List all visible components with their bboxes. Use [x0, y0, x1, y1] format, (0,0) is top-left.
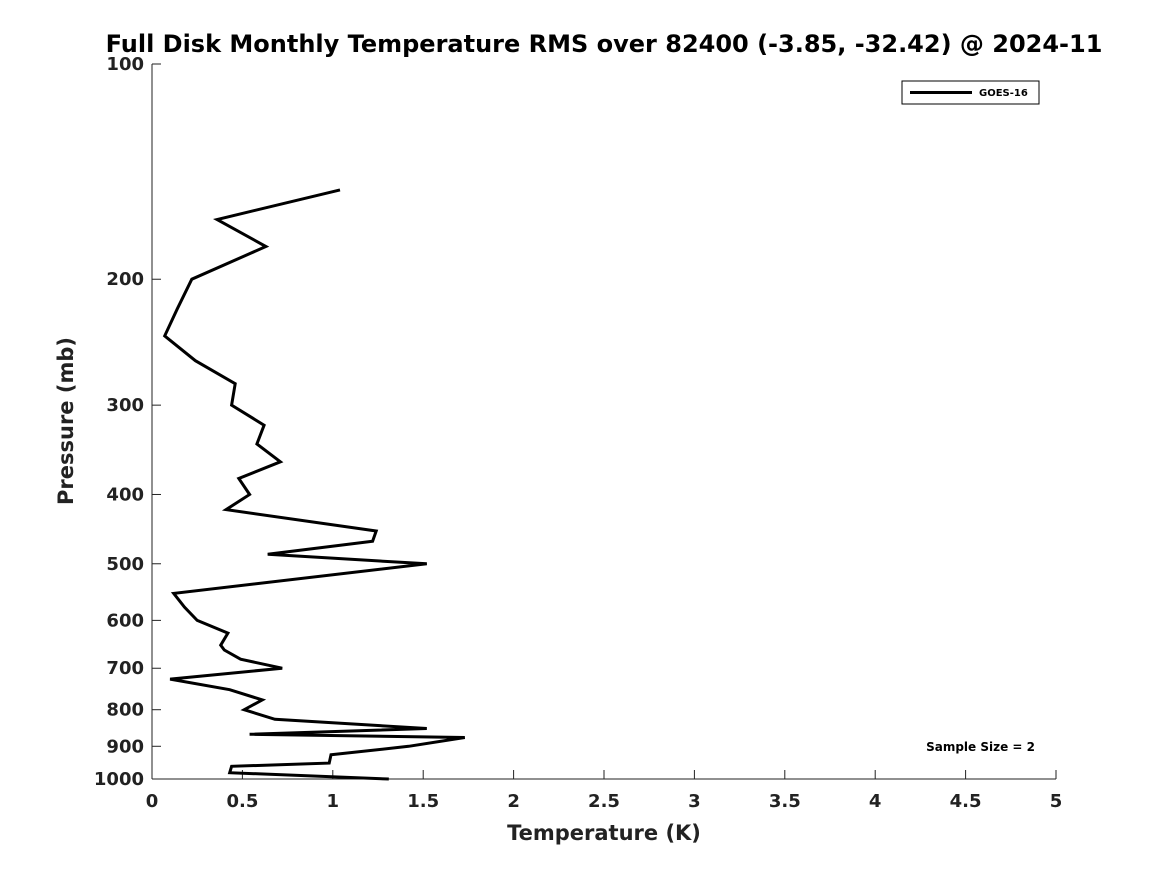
y-axis-label: Pressure (mb) [54, 337, 78, 505]
x-tick-label: 3 [688, 791, 701, 812]
y-tick-label: 600 [106, 610, 144, 631]
y-ticks: 100 200 300 400 500 600 700 800 900 1000 [94, 54, 161, 790]
y-tick-label: 500 [106, 554, 144, 575]
y-tick-label: 1000 [94, 769, 144, 790]
legend: GOES-16 [901, 80, 1040, 105]
y-tick-label: 900 [106, 736, 144, 757]
x-tick-label: 4 [869, 791, 882, 812]
x-tick-label: 1 [327, 791, 340, 812]
y-tick-label: 200 [106, 269, 144, 290]
sample-size-annotation: Sample Size = 2 [926, 740, 1035, 754]
legend-label: GOES-16 [979, 88, 1028, 99]
x-tick-label: 3.5 [769, 791, 801, 812]
x-tick-label: 2 [507, 791, 520, 812]
x-tick-label: 2.5 [588, 791, 620, 812]
y-tick-label: 100 [106, 54, 144, 75]
y-tick-label: 400 [106, 484, 144, 505]
y-tick-label: 300 [106, 395, 144, 416]
plot-area: 0 0.5 1 1.5 2 2.5 3 3.5 4 4.5 5 100 200 300 400 500 600… [94, 54, 1062, 812]
x-tick-label: 1.5 [407, 791, 439, 812]
y-tick-label: 700 [106, 658, 144, 679]
y-tick-label: 800 [106, 700, 144, 721]
x-tick-label: 0.5 [226, 791, 258, 812]
x-tick-label: 0 [146, 791, 159, 812]
x-ticks: 0 0.5 1 1.5 2 2.5 3 3.5 4 4.5 5 [146, 770, 1063, 812]
x-tick-label: 4.5 [950, 791, 982, 812]
x-tick-label: 5 [1050, 791, 1063, 812]
x-axis-label: Temperature (K) [507, 821, 701, 845]
chart-title: Full Disk Monthly Temperature RMS over 8… [106, 30, 1103, 58]
series-line-goes-16 [162, 188, 466, 781]
